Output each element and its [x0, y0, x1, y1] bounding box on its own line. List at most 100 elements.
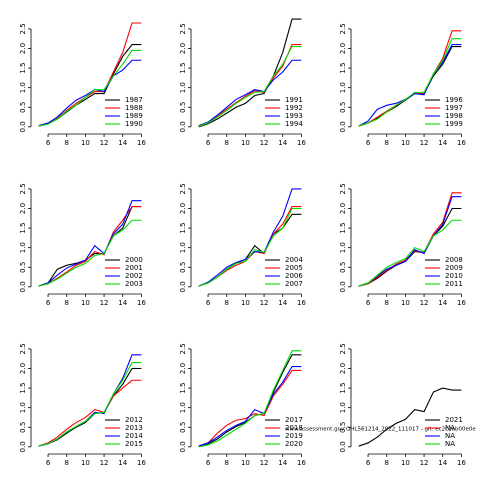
x-tick-label: 14 — [438, 299, 447, 307]
y-tick-label: 1.5 — [19, 63, 27, 74]
x-tick-label: 16 — [457, 139, 466, 147]
y-tick-label: 0.0 — [339, 281, 347, 292]
y-tick-label: 2.5 — [339, 343, 347, 354]
series-line — [358, 207, 462, 287]
y-tick-label: 2.0 — [339, 363, 347, 374]
y-tick-label: 1.5 — [19, 383, 27, 394]
x-tick-label: 14 — [438, 459, 447, 467]
legend-label: 2008 — [445, 256, 463, 264]
y-tick-label: 1.0 — [19, 242, 27, 253]
y-tick-label: 0.5 — [339, 262, 347, 273]
y-tick-label: 0.5 — [179, 262, 187, 273]
y-tick-label: 2.5 — [339, 23, 347, 34]
y-tick-label: 1.5 — [339, 383, 347, 394]
y-tick-label: 1.0 — [179, 82, 187, 93]
x-tick-label: 6 — [366, 139, 371, 147]
y-tick-label: 2.0 — [19, 203, 27, 214]
x-tick-label: 10 — [81, 459, 90, 467]
x-tick-label: 12 — [100, 299, 109, 307]
x-tick-label: 6 — [206, 139, 211, 147]
y-tick-label: 0.5 — [19, 262, 27, 273]
y-tick-label: 2.5 — [19, 183, 27, 194]
y-tick-label: 1.0 — [19, 82, 27, 93]
x-tick-label: 12 — [420, 459, 429, 467]
x-tick-label: 6 — [46, 139, 51, 147]
x-tick-label: 12 — [260, 299, 269, 307]
y-tick-label: 0.0 — [179, 121, 187, 132]
legend-label: 1993 — [285, 112, 303, 120]
y-tick-label: 1.0 — [339, 402, 347, 413]
x-tick-label: 12 — [100, 459, 109, 467]
x-tick-label: 6 — [46, 459, 51, 467]
x-tick-label: 16 — [297, 459, 306, 467]
series-line — [358, 387, 462, 447]
legend-label: 2017 — [285, 416, 303, 424]
y-tick-label: 0.0 — [19, 121, 27, 132]
y-tick-label: 1.5 — [179, 223, 187, 234]
series-line — [198, 44, 302, 127]
y-tick-label: 2.5 — [19, 23, 27, 34]
y-tick-label: 2.0 — [179, 363, 187, 374]
x-tick-label: 8 — [224, 299, 228, 307]
y-tick-label: 0.5 — [179, 102, 187, 113]
legend-label: 2019 — [285, 432, 303, 440]
y-tick-label: 1.5 — [339, 223, 347, 234]
legend-label: 2003 — [125, 280, 143, 288]
y-tick-label: 2.5 — [19, 343, 27, 354]
x-tick-label: 6 — [366, 299, 371, 307]
x-tick-label: 6 — [46, 299, 51, 307]
legend-label: 2018 — [285, 424, 303, 432]
y-tick-label: 1.5 — [179, 63, 187, 74]
legend-label: 2012 — [125, 416, 143, 424]
series-line — [358, 219, 462, 287]
x-tick-label: 10 — [401, 459, 410, 467]
y-tick-label: 1.0 — [339, 242, 347, 253]
legend-label: 2004 — [285, 256, 303, 264]
legend-label: 2013 — [125, 424, 143, 432]
legend-label: 2020 — [285, 440, 303, 448]
x-tick-label: 16 — [457, 299, 466, 307]
x-tick-label: 8 — [64, 459, 68, 467]
legend-label: 2001 — [125, 264, 143, 272]
x-tick-label: 6 — [206, 459, 211, 467]
y-tick-label: 1.0 — [339, 82, 347, 93]
x-tick-label: 14 — [118, 139, 127, 147]
y-tick-label: 2.0 — [179, 43, 187, 54]
y-tick-label: 0.5 — [19, 102, 27, 113]
series-line — [38, 59, 142, 127]
x-tick-label: 16 — [297, 299, 306, 307]
legend-label: 2014 — [125, 432, 143, 440]
legend-label: 1996 — [445, 96, 463, 104]
y-tick-label: 0.5 — [339, 422, 347, 433]
x-tick-label: 14 — [438, 139, 447, 147]
y-tick-label: 0.0 — [339, 441, 347, 452]
series-line — [38, 49, 142, 127]
y-tick-label: 1.5 — [19, 223, 27, 234]
legend-label: NA — [445, 424, 455, 432]
y-tick-label: 1.0 — [19, 402, 27, 413]
y-tick-label: 0.0 — [179, 441, 187, 452]
x-tick-label: 16 — [137, 139, 146, 147]
legend-label: 2009 — [445, 264, 463, 272]
x-tick-label: 16 — [137, 299, 146, 307]
legend-label: 2010 — [445, 272, 463, 280]
legend-label: 2011 — [445, 280, 463, 288]
x-tick-label: 16 — [297, 139, 306, 147]
y-tick-label: 2.0 — [19, 43, 27, 54]
legend-label: 1987 — [125, 96, 143, 104]
x-tick-label: 12 — [100, 139, 109, 147]
series-line — [198, 45, 302, 127]
legend-label: 1991 — [285, 96, 303, 104]
legend-label: 2006 — [285, 272, 303, 280]
series-line — [358, 38, 462, 127]
y-tick-label: 2.5 — [179, 23, 187, 34]
y-tick-label: 2.5 — [339, 183, 347, 194]
y-tick-label: 0.5 — [179, 422, 187, 433]
x-tick-label: 10 — [241, 299, 250, 307]
series-line — [38, 200, 142, 287]
legend-label: 1992 — [285, 104, 303, 112]
x-tick-label: 16 — [137, 459, 146, 467]
legend-label: 1990 — [125, 120, 143, 128]
x-tick-label: 10 — [401, 139, 410, 147]
